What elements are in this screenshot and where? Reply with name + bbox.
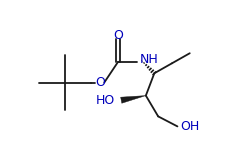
Polygon shape [120,96,145,103]
Text: OH: OH [180,120,199,133]
Text: O: O [95,76,105,89]
Text: HO: HO [95,94,115,107]
Text: O: O [113,29,123,42]
Text: NH: NH [139,53,158,66]
